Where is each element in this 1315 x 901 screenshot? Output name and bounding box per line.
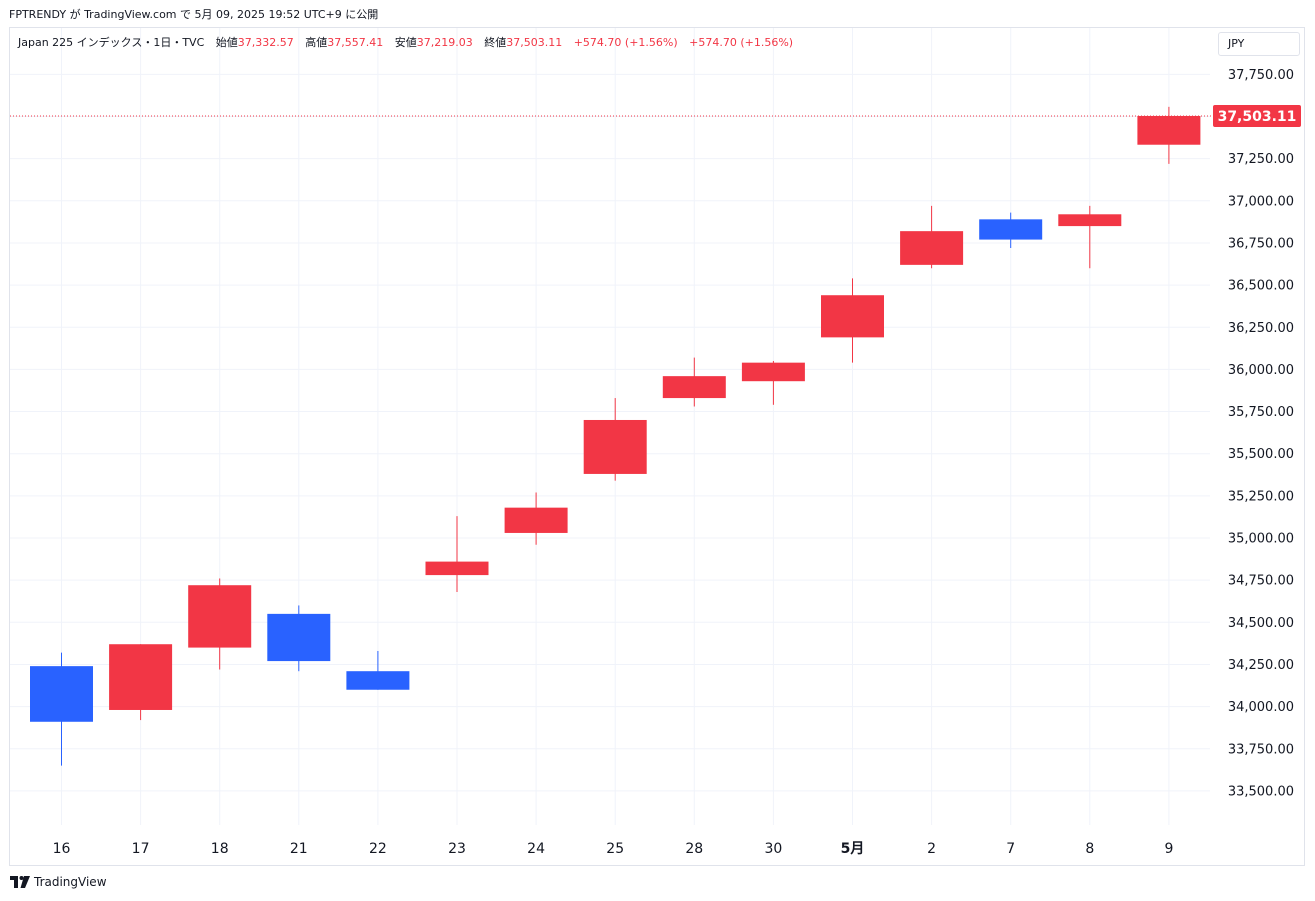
tradingview-logo-icon xyxy=(10,876,30,888)
currency-button[interactable]: JPY xyxy=(1218,32,1300,56)
y-tick-label: 35,000.00 xyxy=(1228,532,1294,547)
chart-frame xyxy=(9,27,1305,866)
high-value: 37,557.41 xyxy=(327,36,384,49)
x-tick-label: 25 xyxy=(606,841,624,857)
x-tick-label: 30 xyxy=(764,841,782,857)
close-label: 終値 xyxy=(484,36,507,49)
candle-body xyxy=(741,362,805,382)
candle-body xyxy=(504,507,568,533)
y-tick-label: 35,250.00 xyxy=(1228,489,1294,504)
y-tick-label: 33,500.00 xyxy=(1228,784,1294,799)
candle-body xyxy=(267,613,331,662)
high-label: 高値 xyxy=(305,36,328,49)
x-tick-label: 21 xyxy=(290,841,308,857)
candle-body xyxy=(900,231,964,265)
x-tick-label: 22 xyxy=(369,841,387,857)
y-tick-label: 36,250.00 xyxy=(1228,321,1294,336)
y-tick-label: 37,250.00 xyxy=(1228,152,1294,167)
low-label: 安値 xyxy=(394,36,417,49)
candle-body xyxy=(188,585,252,648)
y-tick-label: 37,000.00 xyxy=(1228,194,1294,209)
candle-body xyxy=(1137,115,1201,145)
open-label: 始値 xyxy=(215,36,238,49)
low-value: 37,219.03 xyxy=(416,36,473,49)
candle-body xyxy=(662,376,726,399)
x-tick-label: 17 xyxy=(132,841,150,857)
x-tick-label: 24 xyxy=(527,841,545,857)
y-tick-label: 33,750.00 xyxy=(1228,742,1294,757)
x-tick-label: 23 xyxy=(448,841,466,857)
ohlc-legend: Japan 225 インデックス・1日・TVC 始値37,332.57 高値37… xyxy=(18,34,793,50)
y-tick-label: 34,250.00 xyxy=(1228,658,1294,673)
x-tick-label: 18 xyxy=(211,841,229,857)
y-tick-label: 35,750.00 xyxy=(1228,405,1294,420)
candle-body xyxy=(30,666,93,722)
y-tick-label: 36,750.00 xyxy=(1228,236,1294,251)
y-tick-label: 36,500.00 xyxy=(1228,279,1294,294)
x-tick-label: 28 xyxy=(685,841,703,857)
x-tick-label: 8 xyxy=(1085,841,1094,857)
candle-body xyxy=(821,295,884,338)
y-tick-label: 36,000.00 xyxy=(1228,363,1294,378)
candle-body xyxy=(109,644,173,710)
y-tick-label: 34,750.00 xyxy=(1228,574,1294,589)
candle-body xyxy=(583,419,647,474)
footer: TradingView xyxy=(10,875,107,889)
last-price-label: 37,503.11 xyxy=(1218,109,1297,125)
x-tick-label: 5月 xyxy=(841,841,865,857)
x-tick-label: 2 xyxy=(927,841,936,857)
y-tick-label: 37,750.00 xyxy=(1228,68,1294,83)
x-tick-label: 9 xyxy=(1164,841,1173,857)
last-price-badge xyxy=(1213,104,1301,127)
y-tick-label: 35,500.00 xyxy=(1228,447,1294,462)
candle-body xyxy=(425,561,489,576)
y-tick-label: 34,500.00 xyxy=(1228,616,1294,631)
candle-body xyxy=(1058,214,1122,227)
close-value: 37,503.11 xyxy=(506,36,563,49)
change-value-2: +574.70 (+1.56%) xyxy=(689,36,794,49)
x-tick-label: 7 xyxy=(1006,841,1015,857)
open-value: 37,332.57 xyxy=(237,36,294,49)
candle-body xyxy=(346,671,410,690)
candle-body xyxy=(979,219,1043,240)
publish-caption: FPTRENDY が TradingView.com で 5月 09, 2025… xyxy=(9,8,379,21)
x-tick-label: 16 xyxy=(53,841,71,857)
symbol-label[interactable]: Japan 225 インデックス・1日・TVC xyxy=(18,36,205,49)
y-tick-label: 34,000.00 xyxy=(1228,700,1294,715)
footer-brand[interactable]: TradingView xyxy=(34,875,107,889)
change-value: +574.70 (+1.56%) xyxy=(573,36,678,49)
